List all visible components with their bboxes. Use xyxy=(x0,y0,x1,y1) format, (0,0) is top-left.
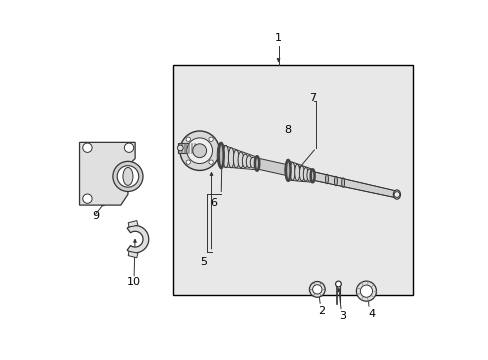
Circle shape xyxy=(208,160,213,164)
Ellipse shape xyxy=(242,154,247,168)
Circle shape xyxy=(180,131,219,170)
Text: 4: 4 xyxy=(367,310,375,319)
Circle shape xyxy=(360,285,372,297)
Polygon shape xyxy=(128,251,138,258)
Circle shape xyxy=(113,161,142,192)
Ellipse shape xyxy=(392,190,400,199)
Circle shape xyxy=(192,144,206,158)
Circle shape xyxy=(117,166,139,187)
Polygon shape xyxy=(314,172,394,198)
Text: 3: 3 xyxy=(339,311,346,321)
Ellipse shape xyxy=(285,160,290,181)
Ellipse shape xyxy=(218,143,223,168)
Circle shape xyxy=(356,281,376,301)
Text: 1: 1 xyxy=(275,33,282,43)
Polygon shape xyxy=(257,159,287,175)
Ellipse shape xyxy=(285,160,289,180)
Circle shape xyxy=(312,285,321,294)
Bar xyxy=(178,143,196,153)
Circle shape xyxy=(208,137,213,141)
Ellipse shape xyxy=(306,169,311,181)
Circle shape xyxy=(186,160,190,164)
Circle shape xyxy=(124,143,133,152)
Circle shape xyxy=(309,282,325,297)
Text: 5: 5 xyxy=(200,257,206,267)
Ellipse shape xyxy=(334,176,337,186)
Text: 10: 10 xyxy=(126,277,140,287)
Ellipse shape xyxy=(294,164,299,181)
Circle shape xyxy=(177,145,183,151)
Text: 9: 9 xyxy=(92,211,99,221)
Text: 8: 8 xyxy=(284,125,290,135)
Ellipse shape xyxy=(246,156,251,168)
Ellipse shape xyxy=(223,145,228,168)
Text: 2: 2 xyxy=(317,306,325,316)
Circle shape xyxy=(82,194,92,203)
Ellipse shape xyxy=(228,148,234,168)
Bar xyxy=(172,65,412,295)
Circle shape xyxy=(335,281,341,287)
Ellipse shape xyxy=(233,150,239,168)
Circle shape xyxy=(82,143,92,152)
Ellipse shape xyxy=(122,167,133,185)
Circle shape xyxy=(186,138,212,163)
Circle shape xyxy=(186,137,190,141)
Polygon shape xyxy=(127,226,148,253)
Ellipse shape xyxy=(217,143,223,167)
Ellipse shape xyxy=(289,162,294,180)
Ellipse shape xyxy=(250,157,255,168)
Text: 7: 7 xyxy=(308,93,316,103)
Ellipse shape xyxy=(341,178,344,187)
Ellipse shape xyxy=(325,174,328,184)
Ellipse shape xyxy=(254,156,259,171)
Text: 6: 6 xyxy=(210,198,217,208)
Polygon shape xyxy=(80,142,135,205)
Ellipse shape xyxy=(299,166,304,181)
Ellipse shape xyxy=(238,152,244,168)
Ellipse shape xyxy=(303,167,308,181)
Ellipse shape xyxy=(310,169,314,182)
Circle shape xyxy=(393,192,399,197)
Polygon shape xyxy=(128,221,138,227)
